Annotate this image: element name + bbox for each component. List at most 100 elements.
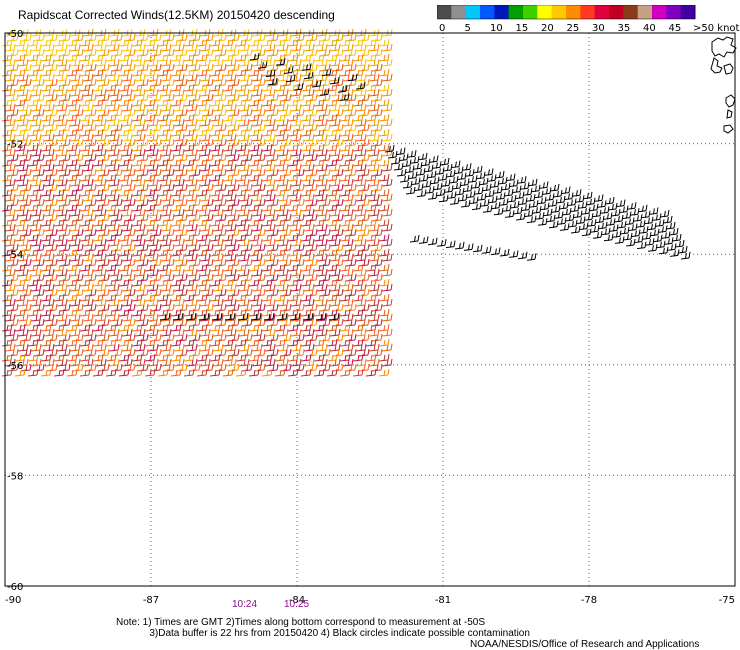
wind-barb (20, 138, 32, 147)
wind-barb (98, 78, 110, 87)
wind-barb (293, 108, 305, 117)
wind-barb (157, 68, 169, 77)
wind-barb (56, 103, 68, 112)
wind-barb (173, 118, 185, 127)
wind-barb (235, 98, 247, 107)
wind-barb (235, 83, 247, 92)
wind-barb (4, 118, 16, 127)
wind-barb (53, 113, 65, 122)
wind-barb (212, 88, 224, 97)
wind-barb (144, 68, 156, 77)
wind-barb (7, 48, 19, 57)
wind-barb (189, 48, 201, 57)
wind-barb (211, 312, 223, 321)
wind-barb (14, 143, 26, 152)
wind-barb (14, 38, 26, 47)
wind-barb (381, 148, 393, 157)
wind-barb (98, 48, 110, 57)
wind-barb (215, 93, 227, 102)
wind-barb (1, 53, 13, 62)
wind-barb (235, 113, 247, 122)
wind-barb (170, 98, 182, 107)
wind-barb (355, 133, 367, 142)
wind-barb (300, 83, 312, 92)
wind-barb (111, 33, 123, 42)
wind-barb (222, 68, 234, 77)
wind-barb (209, 53, 221, 62)
wind-barb (7, 108, 19, 117)
wind-barb (27, 68, 39, 77)
wind-barb (222, 113, 234, 122)
wind-barb (251, 88, 263, 97)
wind-barb (436, 239, 447, 247)
wind-barb (186, 88, 198, 97)
wind-barb (40, 83, 52, 92)
wind-barb (176, 63, 188, 72)
wind-barb (287, 128, 299, 137)
wind-barb (290, 88, 302, 97)
wind-barb (345, 63, 357, 72)
wind-barb (368, 58, 380, 67)
wind-barb (254, 138, 266, 147)
wind-barb (17, 88, 29, 97)
wind-barb (277, 43, 289, 52)
wind-barb (95, 103, 107, 112)
wind-barb (261, 143, 273, 152)
wind-barb (147, 88, 159, 97)
wind-barb (147, 73, 159, 82)
wind-barb (137, 48, 149, 57)
wind-barb (173, 148, 185, 157)
wind-barb (499, 248, 510, 257)
wind-barb (365, 143, 377, 152)
wind-barb (131, 128, 143, 137)
wind-barb (454, 241, 465, 250)
wind-barb (33, 48, 45, 57)
wind-barb (202, 153, 214, 162)
wind-barb (46, 108, 58, 117)
wind-barb (79, 83, 91, 92)
wind-barb (82, 103, 94, 112)
wind-barb (289, 312, 301, 321)
wind-barb (131, 98, 143, 107)
legend-tick-label: 0 (439, 23, 445, 34)
wind-barb (46, 33, 58, 42)
wind-barb (92, 143, 104, 152)
wind-barb (225, 148, 237, 157)
wind-barb (378, 53, 390, 62)
wind-barb (264, 43, 276, 52)
wind-barb (14, 53, 26, 62)
wind-barb (342, 103, 354, 112)
wind-barb (222, 128, 234, 137)
wind-barb (238, 43, 250, 52)
wind-barb (79, 143, 91, 152)
wind-barb (352, 53, 364, 62)
wind-barb (235, 128, 247, 137)
wind-barb (30, 58, 42, 67)
wind-barb (40, 38, 52, 47)
wind-barb (381, 133, 393, 142)
wind-barb (261, 128, 273, 137)
wind-barb (625, 238, 636, 247)
wind-barb (290, 148, 302, 157)
wind-barb (277, 103, 289, 112)
wind-barb (515, 212, 526, 221)
wind-barb (33, 123, 45, 132)
wind-barb (92, 38, 104, 47)
wind-barb (186, 43, 198, 52)
wind-barb (378, 113, 390, 122)
wind-barb (202, 78, 214, 87)
wind-barb (517, 251, 528, 260)
wind-barb (267, 78, 279, 87)
wind-barb (251, 73, 263, 82)
wind-barb (131, 143, 143, 152)
wind-barb (160, 73, 172, 82)
wind-barb (186, 73, 198, 82)
wind-barb (235, 38, 247, 47)
wind-barb (365, 38, 377, 47)
wind-barb (59, 153, 71, 162)
longitude-labels: -90 -87 -84 -81 -78 -75 (5, 595, 735, 606)
wind-barb (592, 231, 603, 239)
wind-barb (172, 312, 184, 321)
wind-barb (228, 33, 240, 42)
wind-barb (526, 215, 537, 224)
